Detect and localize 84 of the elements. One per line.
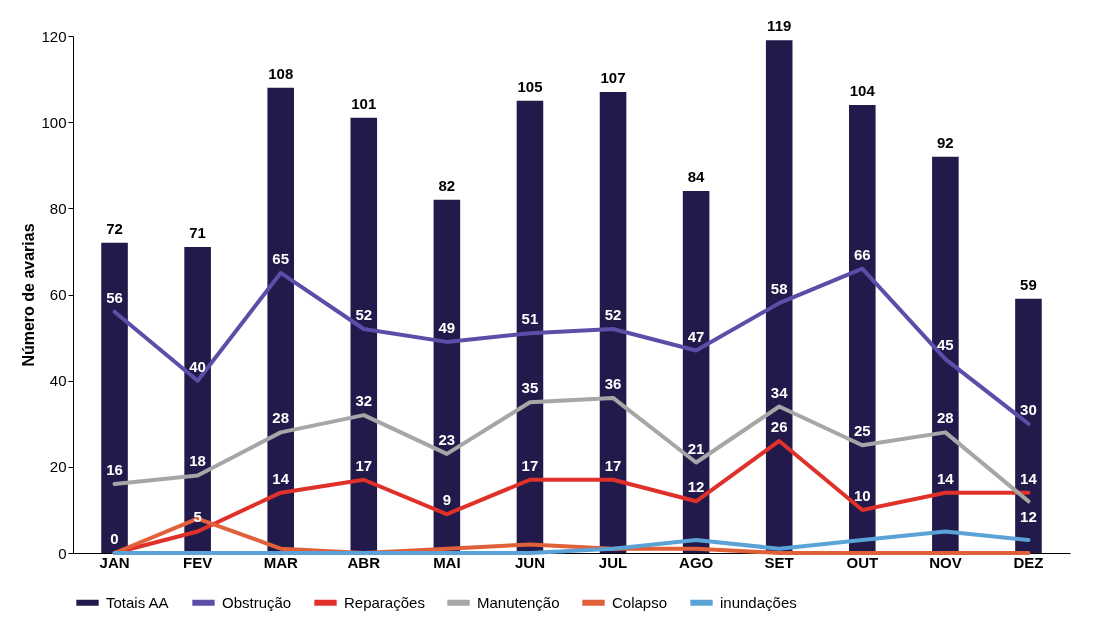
bar bbox=[932, 156, 959, 553]
x-tick-label: FEV bbox=[183, 553, 213, 571]
x-tick-label: JUN bbox=[514, 553, 545, 571]
x-tick-label: OUT bbox=[846, 553, 879, 571]
bar bbox=[184, 247, 211, 553]
data-label: 14 bbox=[937, 469, 955, 487]
y-tick-label: 100 bbox=[41, 113, 67, 131]
data-label: 66 bbox=[853, 245, 871, 263]
data-label: 71 bbox=[189, 224, 206, 242]
data-label: 119 bbox=[767, 17, 792, 35]
data-label: 17 bbox=[521, 456, 539, 474]
data-label: 28 bbox=[937, 409, 954, 427]
y-tick-label: 80 bbox=[49, 199, 67, 217]
data-label: 34 bbox=[770, 383, 789, 401]
y-tick-label: 40 bbox=[49, 372, 67, 390]
data-label: 30 bbox=[1020, 400, 1037, 418]
data-label: 84 bbox=[687, 168, 706, 186]
legend-label: Colapso bbox=[612, 593, 668, 611]
data-label: 40 bbox=[189, 357, 206, 375]
x-tick-label: AGO bbox=[679, 553, 714, 571]
data-label: 52 bbox=[604, 305, 622, 323]
x-tick-label: NOV bbox=[929, 553, 962, 571]
line-series bbox=[112, 529, 1031, 555]
x-tick-label: DEZ bbox=[1013, 553, 1044, 571]
data-label: 12 bbox=[687, 478, 705, 496]
data-label: 45 bbox=[937, 336, 954, 354]
legend-label: Obstrução bbox=[222, 593, 292, 611]
bar bbox=[849, 104, 876, 553]
data-label: 16 bbox=[106, 461, 123, 479]
data-label: 49 bbox=[438, 318, 456, 336]
data-label: 82 bbox=[438, 176, 456, 194]
legend-label: inundações bbox=[720, 593, 797, 611]
data-label: 47 bbox=[687, 327, 705, 345]
data-label: 14 bbox=[1020, 469, 1038, 487]
bar bbox=[267, 87, 294, 553]
legend-label: Manutenção bbox=[477, 593, 560, 611]
y-tick-label: 120 bbox=[41, 27, 67, 45]
data-label: 14 bbox=[272, 469, 290, 487]
legend-label: Totais AA bbox=[106, 593, 169, 611]
data-label: 17 bbox=[355, 456, 373, 474]
data-label: 104 bbox=[849, 81, 876, 99]
bar bbox=[599, 92, 627, 553]
data-label: 92 bbox=[937, 133, 954, 151]
data-label: 21 bbox=[687, 439, 705, 457]
data-label: 32 bbox=[355, 392, 373, 410]
data-label: 72 bbox=[106, 219, 123, 237]
data-label: 25 bbox=[853, 422, 871, 440]
bar bbox=[101, 242, 128, 553]
data-label: 58 bbox=[770, 280, 788, 298]
bar bbox=[516, 100, 544, 553]
legend-label: Reparações bbox=[344, 593, 425, 611]
y-tick-label: 20 bbox=[49, 458, 67, 476]
y-axis-title: Número de avarias bbox=[20, 223, 38, 367]
y-tick-label: 0 bbox=[58, 544, 67, 562]
bar bbox=[765, 40, 793, 553]
data-label: 28 bbox=[272, 409, 290, 427]
data-label: 56 bbox=[106, 288, 123, 306]
data-label: 52 bbox=[355, 305, 373, 323]
data-label: 12 bbox=[1020, 508, 1037, 526]
data-label: 51 bbox=[521, 310, 539, 328]
x-tick-label: ABR bbox=[347, 553, 381, 571]
data-label: 9 bbox=[442, 491, 452, 509]
data-label: 36 bbox=[604, 374, 622, 392]
bar bbox=[1015, 298, 1042, 553]
data-label: 10 bbox=[853, 486, 871, 504]
y-tick-label: 60 bbox=[49, 286, 67, 303]
x-tick-label: JUL bbox=[598, 553, 628, 571]
data-label: 107 bbox=[600, 69, 626, 87]
bar bbox=[350, 117, 378, 553]
data-label: 59 bbox=[1020, 275, 1037, 293]
data-label: 101 bbox=[351, 94, 377, 112]
x-tick-label: JAN bbox=[99, 553, 130, 571]
data-label: 26 bbox=[770, 417, 788, 435]
x-tick-label: MAR bbox=[263, 553, 298, 571]
data-label: 23 bbox=[438, 430, 456, 448]
data-label: 65 bbox=[272, 249, 290, 267]
x-tick-label: SET bbox=[764, 553, 794, 571]
data-label: 0 bbox=[110, 530, 119, 547]
data-label: 17 bbox=[604, 456, 622, 474]
data-label: 35 bbox=[521, 379, 539, 397]
x-tick-label: MAI bbox=[433, 553, 461, 571]
data-label: 108 bbox=[268, 64, 294, 82]
data-label: 18 bbox=[189, 452, 206, 470]
data-label: 105 bbox=[517, 77, 543, 95]
